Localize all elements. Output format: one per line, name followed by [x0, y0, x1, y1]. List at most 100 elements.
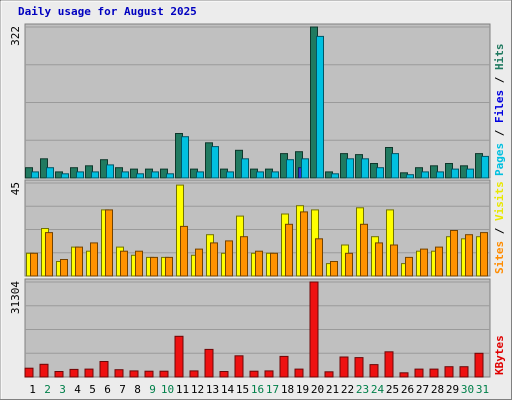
panel-background	[24, 278, 491, 378]
bar-kbytes-day-23	[354, 357, 364, 378]
bar-pages-day-24	[376, 167, 384, 179]
legend-part: KBytes	[493, 335, 506, 375]
bar-pages-day-19	[301, 158, 309, 179]
bar-pages-day-26	[406, 174, 414, 179]
x-tick-label-day-17: 17	[266, 383, 279, 396]
bar-kbytes-day-20	[309, 281, 319, 378]
bar-sites-day-17	[270, 252, 278, 277]
x-tick-label-day-14: 14	[221, 383, 235, 396]
bar-sites-day-13	[210, 242, 218, 277]
bar-sites-day-14	[225, 240, 233, 277]
bar-pages-day-7	[121, 171, 129, 179]
legend-part: /	[493, 70, 506, 90]
bar-kbytes-day-31	[474, 352, 484, 378]
legend-part: Visits	[493, 181, 506, 221]
x-tick-label-day-20: 20	[311, 383, 324, 396]
bar-kbytes-day-28	[429, 368, 439, 378]
bar-pages-day-20	[316, 35, 324, 179]
bar-sites-day-10	[165, 256, 173, 277]
bar-pages-day-8	[136, 173, 144, 179]
bar-kbytes-day-25	[384, 351, 394, 378]
bar-sites-day-5	[90, 242, 98, 277]
bar-kbytes-day-21	[324, 371, 334, 378]
bar-sites-day-18	[285, 223, 293, 277]
x-tick-label-day-10: 10	[161, 383, 174, 396]
bar-pages-day-12	[196, 171, 204, 179]
bar-pages-day-1	[31, 171, 39, 179]
bar-sites-day-7	[120, 250, 128, 277]
bar-sites-day-6	[105, 209, 113, 277]
x-tick-label-day-31: 31	[476, 383, 489, 396]
y-max-label: 322	[9, 26, 22, 46]
bar-kbytes-day-19	[294, 368, 304, 378]
x-tick-label-day-25: 25	[386, 383, 399, 396]
bar-kbytes-day-1	[24, 367, 34, 378]
x-tick-label-day-27: 27	[416, 383, 429, 396]
bar-kbytes-day-16	[249, 370, 259, 378]
bar-sites-day-11	[180, 225, 188, 277]
bar-kbytes-day-22	[339, 356, 349, 378]
bar-pages-day-29	[451, 168, 459, 179]
bar-pages-day-2	[46, 167, 54, 179]
series-legend-label: KBytes	[493, 335, 506, 375]
bar-pages-day-17	[271, 171, 279, 179]
series-legend-label: Sites / Visits	[493, 181, 506, 274]
bar-sites-day-27	[420, 248, 428, 277]
bar-pages-day-18	[286, 159, 294, 179]
x-tick-label-day-28: 28	[431, 383, 444, 396]
bar-kbytes-day-30	[459, 366, 469, 378]
bar-sites-day-30	[465, 234, 473, 277]
bar-pages-day-16	[256, 171, 264, 179]
bar-sites-day-20	[315, 238, 323, 277]
y-max-label: 31304	[9, 281, 22, 314]
x-tick-label-day-8: 8	[134, 383, 141, 396]
bar-kbytes-day-6	[99, 361, 109, 378]
x-tick-label-day-11: 11	[176, 383, 189, 396]
x-tick-label-day-29: 29	[446, 383, 459, 396]
bar-sites-day-29	[450, 230, 458, 277]
x-axis-labels: 1 2 3 4 5 6 7 8 9 10 11 12 13 14 15 16 17 18 19 20 21 22 23 24 2…	[29, 383, 489, 396]
legend-part: /	[493, 123, 506, 143]
x-tick-label-day-21: 21	[326, 383, 339, 396]
panel-hits-files-pages: 322 Pages / Files / Hits	[9, 23, 506, 179]
chart-panels: 322 Pages / Files / Hits 45 Sites / Visits 3…	[9, 23, 506, 378]
bar-kbytes-day-10	[159, 370, 169, 378]
bar-pages-day-3	[61, 173, 69, 179]
bar-pages-day-22	[346, 158, 354, 179]
bar-kbytes-day-13	[204, 348, 214, 378]
bar-sites-day-9	[150, 256, 158, 277]
bar-sites-day-25	[390, 244, 398, 277]
bar-pages-day-23	[361, 158, 369, 179]
x-tick-label-day-30: 30	[461, 383, 474, 396]
legend-part: Pages	[493, 143, 506, 176]
panel-background	[24, 23, 491, 179]
bar-sites-day-16	[255, 250, 263, 277]
bar-pages-day-21	[331, 173, 339, 179]
bar-kbytes-day-2	[39, 363, 49, 378]
x-tick-label-day-24: 24	[371, 383, 385, 396]
bar-sites-day-2	[45, 232, 53, 277]
bar-kbytes-day-8	[129, 370, 139, 378]
bar-kbytes-day-29	[444, 366, 454, 378]
bar-kbytes-day-15	[234, 355, 244, 378]
series-legend-label: Pages / Files / Hits	[493, 44, 506, 177]
bar-pages-day-4	[76, 171, 84, 179]
panel-visits-sites: 45 Sites / Visits	[9, 179, 506, 277]
x-tick-label-day-22: 22	[341, 383, 354, 396]
legend-part: Files	[493, 90, 506, 123]
bar-pages-day-9	[151, 171, 159, 179]
bar-sites-day-15	[240, 236, 248, 277]
x-tick-label-day-26: 26	[401, 383, 414, 396]
x-tick-label-day-9: 9	[149, 383, 156, 396]
x-tick-label-day-3: 3	[59, 383, 66, 396]
bar-sites-day-26	[405, 256, 413, 277]
bar-pages-day-27	[421, 171, 429, 179]
bar-kbytes-day-9	[144, 370, 154, 378]
x-tick-label-day-1: 1	[29, 383, 36, 396]
bar-kbytes-day-18	[279, 355, 289, 378]
bar-kbytes-day-14	[219, 371, 229, 378]
bar-sites-day-22	[345, 252, 353, 277]
bar-pages-day-10	[166, 173, 174, 179]
